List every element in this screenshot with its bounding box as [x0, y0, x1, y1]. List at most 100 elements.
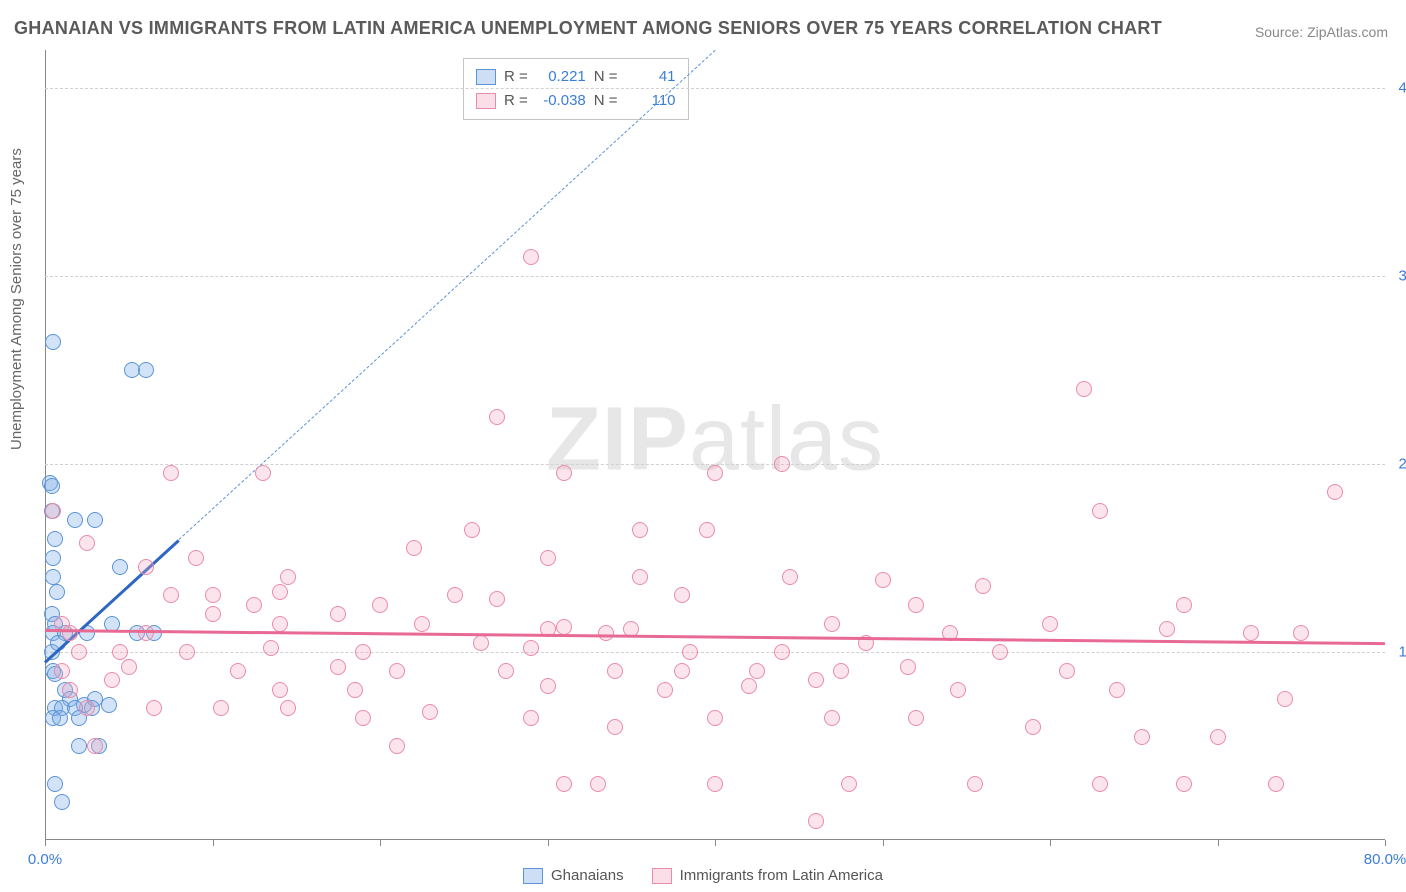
x-tick-mark: [1050, 840, 1051, 846]
data-point: [841, 776, 857, 792]
data-point: [205, 606, 221, 622]
legend-item: Immigrants from Latin America: [652, 867, 883, 884]
data-point: [71, 644, 87, 660]
data-point: [121, 659, 137, 675]
data-point: [489, 409, 505, 425]
data-point: [967, 776, 983, 792]
y-tick-label: 40.0%: [1398, 79, 1406, 96]
y-tick-label: 20.0%: [1398, 455, 1406, 472]
data-point: [556, 465, 572, 481]
data-point: [138, 362, 154, 378]
data-point: [44, 478, 60, 494]
data-point: [272, 584, 288, 600]
legend-r-label: R =: [504, 89, 528, 113]
plot-area: ZIPatlas R =0.221N =41R =-0.038N =110 10…: [45, 50, 1385, 840]
data-point: [330, 606, 346, 622]
data-point: [347, 682, 363, 698]
data-point: [138, 625, 154, 641]
data-point: [908, 710, 924, 726]
correlation-legend: R =0.221N =41R =-0.038N =110: [463, 58, 689, 120]
data-point: [607, 663, 623, 679]
x-tick-mark: [715, 840, 716, 846]
data-point: [163, 465, 179, 481]
x-tick-mark: [883, 840, 884, 846]
data-point: [62, 625, 78, 641]
legend-label: Ghanaians: [551, 867, 624, 884]
data-point: [674, 663, 690, 679]
data-point: [540, 678, 556, 694]
data-point: [1025, 719, 1041, 735]
legend-swatch: [523, 868, 543, 884]
data-point: [255, 465, 271, 481]
data-point: [699, 522, 715, 538]
data-point: [263, 640, 279, 656]
data-point: [45, 550, 61, 566]
data-point: [1327, 484, 1343, 500]
data-point: [188, 550, 204, 566]
data-point: [540, 550, 556, 566]
trend-line: [44, 539, 180, 663]
data-point: [900, 659, 916, 675]
x-tick-mark: [45, 840, 46, 846]
data-point: [1176, 776, 1192, 792]
data-point: [280, 569, 296, 585]
data-point: [52, 710, 68, 726]
data-point: [179, 644, 195, 660]
data-point: [389, 738, 405, 754]
data-point: [1176, 597, 1192, 613]
x-tick-label: 0.0%: [28, 851, 62, 868]
data-point: [774, 456, 790, 472]
data-point: [657, 682, 673, 698]
data-point: [590, 776, 606, 792]
data-point: [422, 704, 438, 720]
data-point: [749, 663, 765, 679]
data-point: [707, 710, 723, 726]
data-point: [1076, 381, 1092, 397]
data-point: [79, 535, 95, 551]
data-point: [272, 616, 288, 632]
data-point: [54, 794, 70, 810]
data-point: [246, 597, 262, 613]
data-point: [146, 700, 162, 716]
data-point: [556, 776, 572, 792]
data-point: [355, 710, 371, 726]
data-point: [355, 644, 371, 660]
data-point: [272, 682, 288, 698]
data-point: [489, 591, 505, 607]
legend-item: Ghanaians: [523, 867, 624, 884]
data-point: [1268, 776, 1284, 792]
data-point: [473, 635, 489, 651]
data-point: [45, 334, 61, 350]
y-tick-label: 30.0%: [1398, 267, 1406, 284]
data-point: [213, 700, 229, 716]
data-point: [908, 597, 924, 613]
data-point: [674, 587, 690, 603]
data-point: [1293, 625, 1309, 641]
data-point: [682, 644, 698, 660]
data-point: [598, 625, 614, 641]
data-point: [782, 569, 798, 585]
data-point: [707, 465, 723, 481]
data-point: [45, 569, 61, 585]
data-point: [632, 522, 648, 538]
y-tick-label: 10.0%: [1398, 643, 1406, 660]
x-tick-mark: [548, 840, 549, 846]
data-point: [1092, 503, 1108, 519]
chart-title: GHANAIAN VS IMMIGRANTS FROM LATIN AMERIC…: [14, 18, 1162, 39]
data-point: [138, 559, 154, 575]
data-point: [808, 672, 824, 688]
data-point: [87, 512, 103, 528]
legend-r-value: -0.038: [536, 89, 586, 113]
data-point: [101, 697, 117, 713]
data-point: [87, 738, 103, 754]
data-point: [774, 644, 790, 660]
trend-line: [45, 629, 1385, 645]
legend-swatch: [476, 93, 496, 109]
data-point: [556, 619, 572, 635]
data-point: [741, 678, 757, 694]
legend-row: R =0.221N =41: [476, 65, 676, 89]
data-point: [163, 587, 179, 603]
data-point: [875, 572, 891, 588]
x-tick-mark: [213, 840, 214, 846]
data-point: [1042, 616, 1058, 632]
